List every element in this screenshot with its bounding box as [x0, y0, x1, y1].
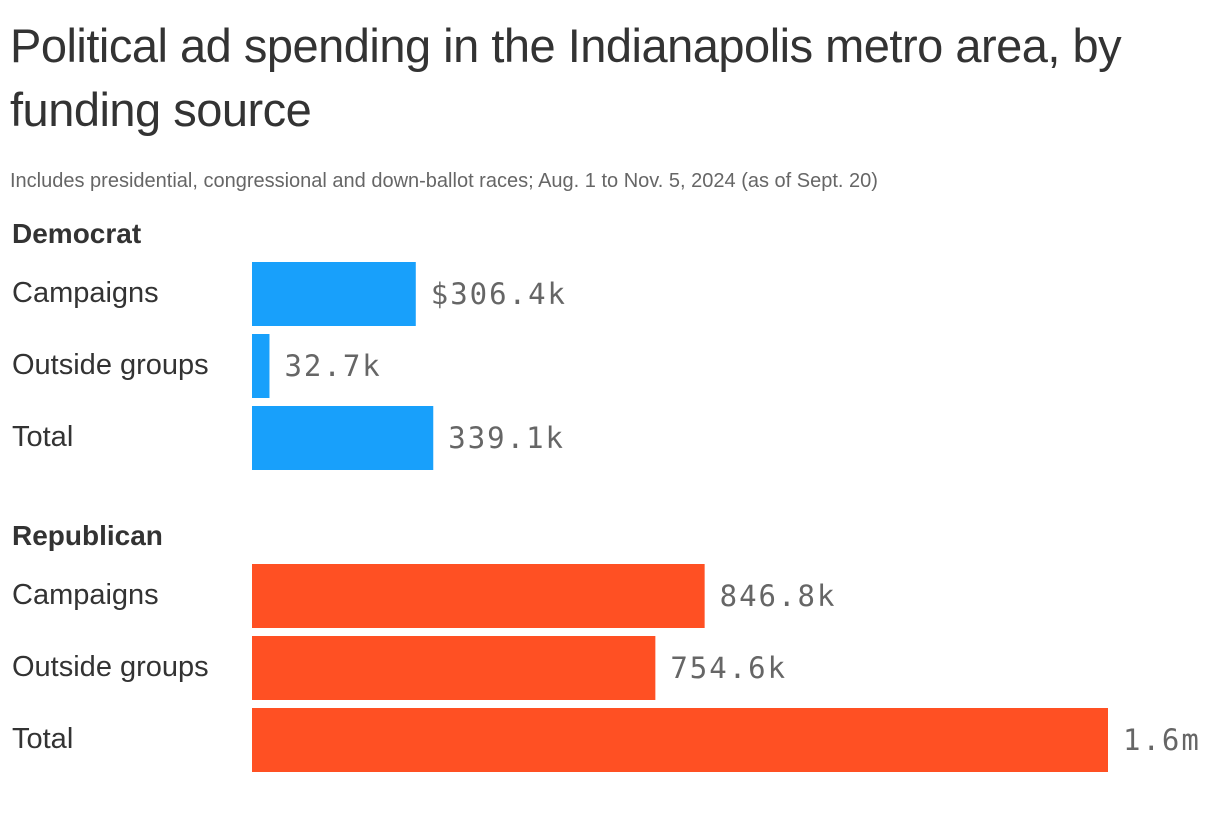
bar: [252, 406, 434, 470]
value-label: 339.1k: [448, 421, 565, 455]
value-label: 754.6k: [670, 651, 787, 685]
group-heading: Democrat: [12, 218, 141, 249]
bar: [252, 636, 656, 700]
category-label: Campaigns: [12, 277, 159, 309]
value-label: 846.8k: [720, 579, 837, 613]
value-label: 1.6m: [1123, 723, 1201, 757]
bar: [252, 262, 416, 326]
category-label: Outside groups: [12, 349, 209, 381]
bar: [252, 334, 270, 398]
value-label: 32.7k: [284, 349, 381, 383]
category-label: Total: [12, 723, 73, 755]
category-label: Total: [12, 421, 73, 453]
category-label: Outside groups: [12, 651, 209, 683]
value-label: $306.4k: [431, 277, 567, 311]
chart-title: Political ad spending in the Indianapoli…: [10, 19, 1122, 136]
bar: [252, 708, 1108, 772]
group-heading: Republican: [12, 520, 163, 551]
chart-subtitle: Includes presidential, congressional and…: [10, 170, 878, 192]
bar: [252, 564, 705, 628]
category-label: Campaigns: [12, 579, 159, 611]
